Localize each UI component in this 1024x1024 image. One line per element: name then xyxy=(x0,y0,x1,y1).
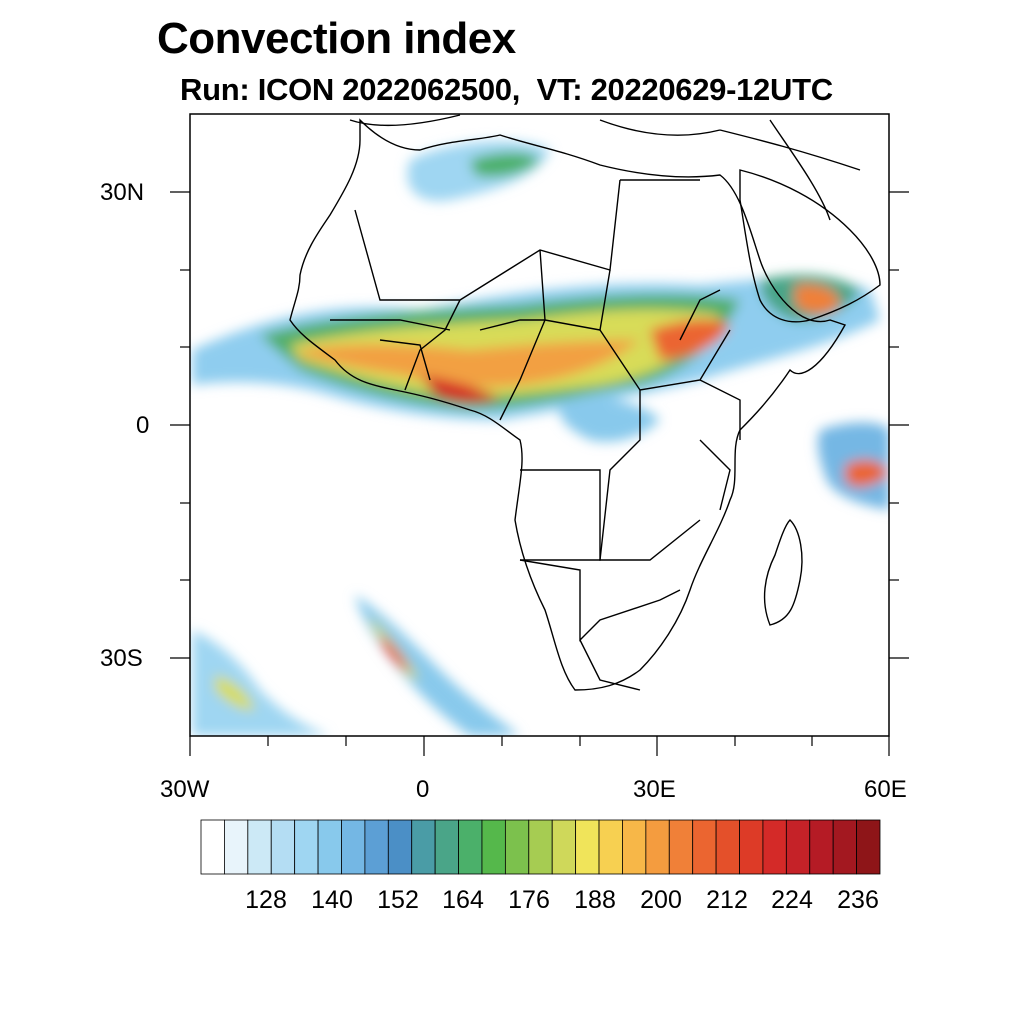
colorbar-box xyxy=(785,819,811,875)
colorbar-label: 176 xyxy=(508,886,550,914)
colorbar-box xyxy=(364,819,389,875)
colorbar-label: 188 xyxy=(574,886,616,914)
colorbar-box xyxy=(341,819,366,875)
colorbar-box xyxy=(387,819,413,875)
colorbar-box xyxy=(317,819,342,875)
map-title: Convection index xyxy=(157,14,516,63)
colorbar-box xyxy=(434,819,459,875)
colorbar-box xyxy=(739,819,764,875)
axis-ticks xyxy=(170,191,909,756)
lat-label-0: 0 xyxy=(136,412,150,439)
colorbar-box xyxy=(622,819,647,875)
colorbar-box xyxy=(856,819,881,875)
colorbar-box xyxy=(481,819,506,875)
colorbar-box xyxy=(645,819,670,875)
colorbar-box xyxy=(294,819,319,875)
colorbar-box xyxy=(575,819,600,875)
colorbar-label: 236 xyxy=(837,886,879,914)
colorbar-box xyxy=(458,819,483,875)
lon-label-30w: 30W xyxy=(160,776,210,803)
lat-label-30n: 30N xyxy=(100,179,145,206)
colorbar-box xyxy=(247,819,272,875)
colorbar-box xyxy=(551,819,577,875)
lon-label-60e: 60E xyxy=(864,776,907,803)
colorbar-box xyxy=(200,819,225,875)
coastlines xyxy=(289,114,881,691)
colorbar-box xyxy=(504,819,530,875)
map-subtitle: Run: ICON 2022062500, VT: 20220629-12UTC xyxy=(180,72,833,107)
colorbar-box xyxy=(270,819,296,875)
colorbar-label: 152 xyxy=(377,886,419,914)
colorbar-box xyxy=(528,819,553,875)
colorbar-box xyxy=(224,819,249,875)
colorbar-box xyxy=(692,819,717,875)
colorbar-box xyxy=(762,819,787,875)
colorbar-box xyxy=(832,819,857,875)
colorbar-label: 164 xyxy=(442,886,484,914)
colorbar-box xyxy=(411,819,436,875)
colorbar-label: 212 xyxy=(706,886,748,914)
colorbar-label: 200 xyxy=(640,886,682,914)
colorbar-box xyxy=(598,819,623,875)
colorbar-label: 128 xyxy=(245,886,287,914)
lon-label-30e: 30E xyxy=(633,776,676,803)
colorbar-box xyxy=(715,819,740,875)
colorbar-box xyxy=(809,819,834,875)
colorbar-box xyxy=(668,819,694,875)
colorbar-label: 140 xyxy=(311,886,353,914)
colorbar-label: 224 xyxy=(771,886,813,914)
convection-field xyxy=(192,141,889,736)
lat-label-30s: 30S xyxy=(100,645,143,672)
lon-label-0: 0 xyxy=(416,776,430,803)
